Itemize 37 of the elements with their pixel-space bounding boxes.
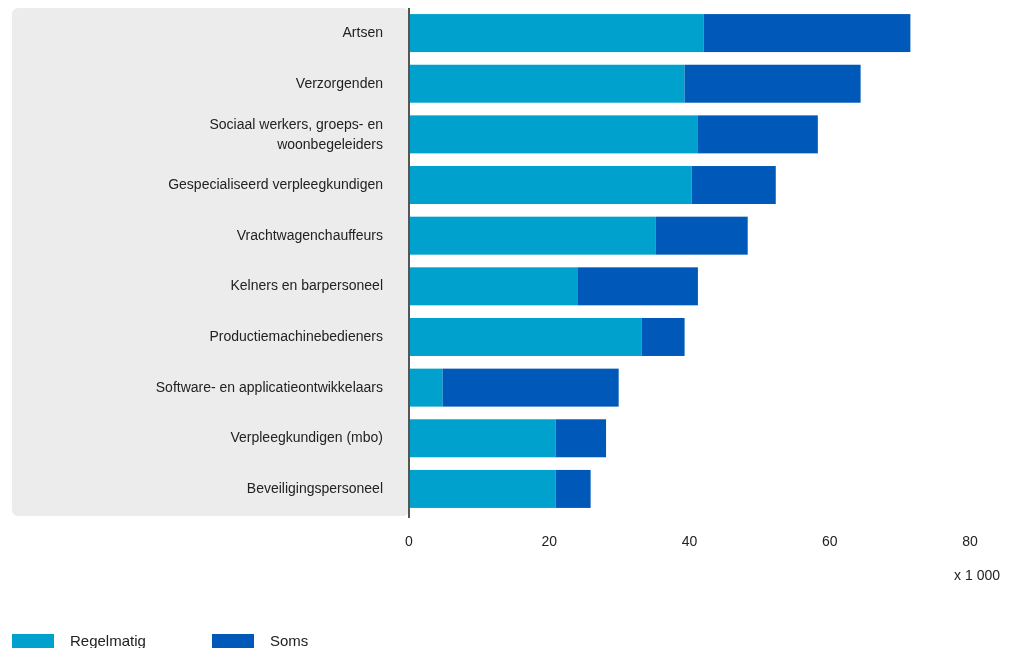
x-tick-label: 40 [681,533,698,549]
bar [409,166,692,205]
y-tick-label: Sociaal werkers, groeps- en woonbegeleiders [209,116,383,153]
x-axis-title: x 1 000 [954,567,1001,583]
bar [641,317,685,356]
y-tick-label: Artsen [342,23,383,40]
bar [409,216,656,255]
bar [409,368,443,407]
bar [703,14,911,53]
y-tick-label: Gespecialiseerd verpleegkundigen [168,175,383,192]
y-tick-label: Verzorgenden [295,74,383,91]
x-tick-label: 0 [405,533,414,549]
bar [409,115,698,154]
x-tick-label: 20 [541,533,558,549]
y-tick-label: Vrachtwagenchauffeurs [236,226,383,243]
bar [697,115,818,154]
bar [655,216,748,255]
bar [442,368,619,407]
bar [555,469,591,508]
y-tick-label: Software- en applicatieontwikkelaars [155,378,383,395]
y-tick-label: Kelners en barpersoneel [230,277,383,294]
x-tick-label: 80 [962,533,978,549]
bar [409,469,556,508]
bar [409,64,685,103]
legend-label: Soms [270,632,309,649]
x-tick-label: 60 [821,533,838,549]
bar [691,166,776,205]
bar [555,419,607,458]
bar [409,14,704,53]
bar [578,267,698,306]
bar [684,64,861,103]
y-tick-label: Verpleegkundigen (mbo) [230,428,383,445]
y-tick-label: Beveiligingspersoneel [246,479,383,496]
bar [409,267,578,306]
bar [409,419,556,458]
bar [409,317,642,356]
y-tick-label: Productiemachinebedieners [209,327,383,344]
